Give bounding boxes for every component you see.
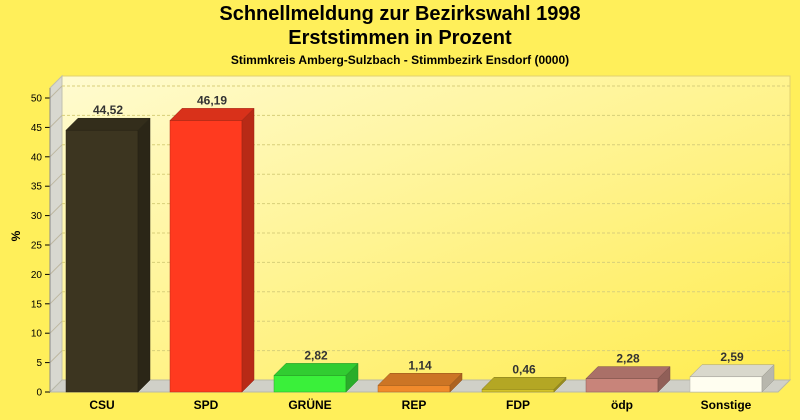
x-tick-label: ödp [611,398,633,412]
y-tick-label: 10 [31,329,43,340]
chart-subtitle: Stimmkreis Amberg-Sulzbach - Stimmbezirk… [230,53,570,67]
data-label: 2,28 [616,352,640,366]
chart-title-line2: Erststimmen in Prozent [288,27,512,49]
bar-side [241,107,255,393]
x-tick-label: REP [402,398,427,412]
bar-front [377,385,451,393]
bar-ödp: 2,28 [585,352,671,393]
bar-top [377,373,463,386]
bar-sonstige: 2,59 [689,350,775,393]
bar-front [65,129,139,393]
bar-top [689,364,775,378]
gridline-side [49,173,63,187]
x-tick-label: FDP [506,398,530,412]
y-tick-label: 15 [31,299,43,310]
x-tick-label: SPD [194,398,219,412]
bar-front [585,378,659,393]
y-tick-label: 30 [31,211,43,222]
data-label: 2,59 [720,350,744,364]
gridline-side [49,144,63,158]
y-axis-label: % [9,230,23,241]
y-tick-label: 5 [36,358,42,369]
x-tick-label: Sonstige [701,398,752,412]
gridline-side [49,291,63,305]
y-tick-label: 0 [36,388,42,399]
bar-grüne: 2,82 [273,348,359,393]
bar-front [481,389,555,393]
bar-top [169,108,255,121]
gridline-side [49,203,63,216]
bar-csu: 44,52 [65,103,151,393]
gridline-side [49,115,63,128]
chart-bars: 44,52 CSU 46,19 SPD 2,82 GRÜNE 1,14 REP 0,46 FDP 2… [65,93,775,412]
data-label: 46,19 [197,93,227,107]
bar-side [137,117,151,393]
side-wall [49,74,63,394]
x-tick-label: GRÜNE [288,397,331,412]
gridline-side [49,320,63,334]
bar-fdp: 0,46 [481,362,567,393]
y-tick-label: 45 [31,123,43,134]
bar-top [585,366,671,379]
y-tick-label: 35 [31,182,43,193]
bar-top [273,363,359,376]
bar-spd: 46,19 [169,93,255,393]
y-tick-label: 50 [31,94,43,105]
y-tick-label: 40 [31,152,43,163]
gridline-side [49,350,63,363]
bar-front [169,120,243,393]
data-label: 44,52 [93,103,123,117]
y-tick-label: 20 [31,270,43,281]
data-label: 1,14 [408,358,432,372]
bar-front [689,376,763,393]
bar-rep: 1,14 [377,358,463,393]
bar-top [65,117,151,131]
x-tick-label: CSU [89,398,114,412]
gridline-side [49,262,63,275]
chart-title: Schnellmeldung zur Bezirkswahl 1998 [219,3,581,25]
bar-top [481,377,567,390]
gridline-side [49,85,63,99]
y-tick-label: 25 [31,241,43,252]
data-label: 0,46 [512,362,536,376]
gridline-side [49,232,63,246]
bar-front [273,375,347,393]
data-label: 2,82 [304,348,328,362]
chart-titles: Schnellmeldung zur Bezirkswahl 1998 Erst… [0,2,800,68]
